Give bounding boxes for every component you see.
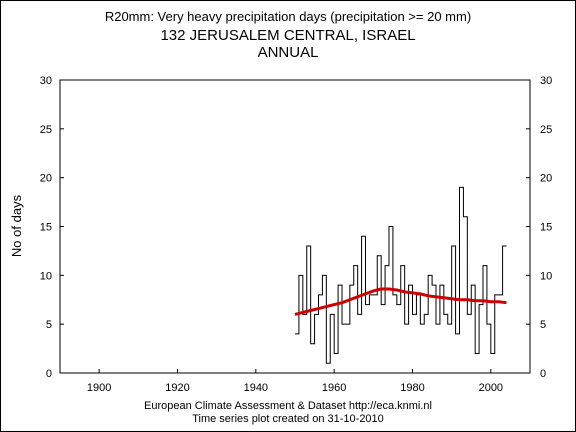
y-tick-label-left: 5 — [46, 319, 52, 331]
x-tick-label: 1900 — [87, 382, 111, 394]
y-tick-label-left: 0 — [46, 368, 52, 380]
x-axis: 1900 1920 1940 1960 1980 2000 — [87, 369, 503, 394]
y-tick-label-right: 25 — [540, 124, 552, 136]
y-tick-label-right: 0 — [540, 368, 546, 380]
y-axis-label: No of days — [9, 194, 24, 257]
series-group — [294, 186, 507, 364]
y-tick-label-right: 30 — [540, 75, 552, 87]
x-tick-label: 1940 — [244, 382, 268, 394]
y-axis: 0 0 5 5 10 10 15 15 20 20 25 25 30 30 — [40, 75, 553, 380]
y-tick-label-left: 25 — [40, 124, 52, 136]
x-tick-label: 1960 — [322, 382, 346, 394]
x-tick-label: 2000 — [479, 382, 503, 394]
y-tick-label-left: 20 — [40, 173, 52, 185]
y-tick-label-left: 30 — [40, 75, 52, 87]
y-tick-label-right: 10 — [540, 270, 552, 282]
x-tick-label: 1920 — [165, 382, 189, 394]
annual-series-line — [295, 186, 507, 364]
footer-created: Time series plot created on 31-10-2010 — [192, 413, 384, 425]
period-label: ANNUAL — [257, 44, 319, 61]
y-tick-label-right: 20 — [540, 173, 552, 185]
y-tick-label-left: 10 — [40, 270, 52, 282]
y-tick-label-left: 15 — [40, 222, 52, 234]
x-tick-label: 1980 — [400, 382, 424, 394]
station-title: 132 JERUSALEM CENTRAL, ISRAEL — [160, 27, 416, 44]
y-tick-label-right: 15 — [540, 222, 552, 234]
trend-line — [294, 287, 507, 316]
footer-source: European Climate Assessment & Dataset ht… — [144, 400, 432, 412]
chart-title: R20mm: Very heavy precipitation days (pr… — [104, 9, 472, 24]
y-tick-label-right: 5 — [540, 319, 546, 331]
